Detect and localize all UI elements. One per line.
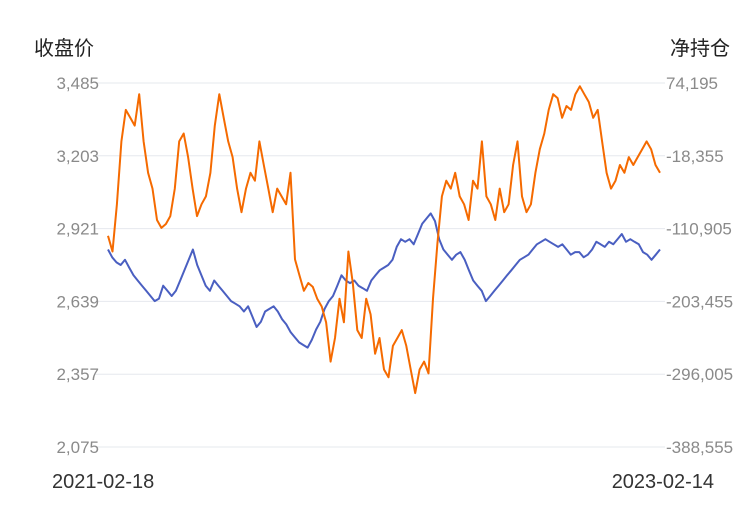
series-line-net-position	[107, 85, 661, 395]
series-line-close-price	[107, 212, 661, 349]
left-tick-label: 2,075	[56, 438, 99, 457]
grid-lines	[95, 82, 665, 448]
left-tick-label: 3,203	[56, 147, 99, 166]
x-axis-start-label: 2021-02-18	[52, 471, 154, 493]
left-tick-label: 2,639	[56, 292, 99, 311]
left-tick-label: 2,357	[56, 365, 99, 384]
right-tick-label: -388,555	[666, 438, 733, 457]
left-tick-label: 2,921	[56, 220, 99, 239]
right-tick-label: 74,195	[666, 74, 718, 93]
x-axis-end-label: 2023-02-14	[612, 471, 714, 493]
right-tick-label: -203,455	[666, 292, 733, 311]
right-tick-label: -296,005	[666, 365, 733, 384]
left-tick-label: 3,485	[56, 74, 99, 93]
left-axis-ticks: 3,485 3,203 2,921 2,639 2,357 2,075	[56, 74, 99, 457]
right-tick-label: -18,355	[666, 147, 724, 166]
right-axis-ticks: 74,195 -18,355 -110,905 -203,455 -296,005 -38…	[666, 74, 733, 457]
left-axis-title: 收盘价	[34, 37, 94, 60]
right-axis-title: 净持仓	[670, 37, 730, 60]
right-tick-label: -110,905	[666, 220, 732, 239]
